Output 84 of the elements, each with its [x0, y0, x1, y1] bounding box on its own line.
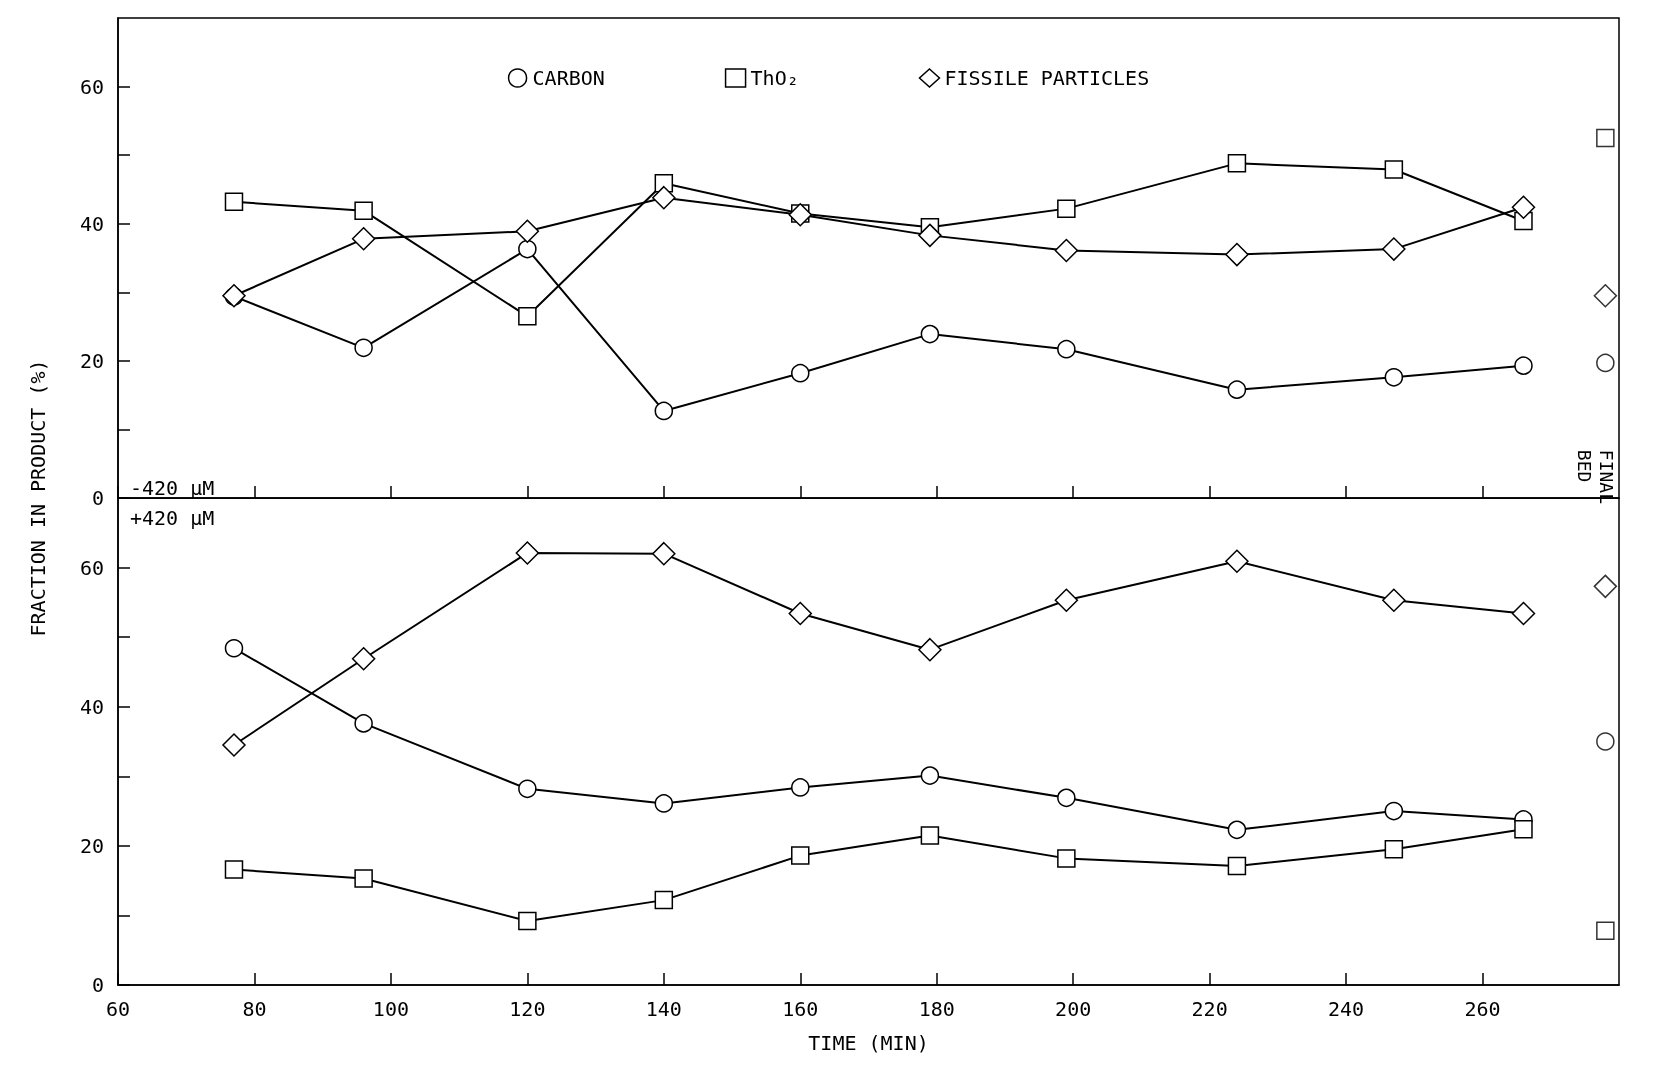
x-tick-label: 80 [242, 997, 267, 1021]
y-tick-label: 0 [91, 973, 104, 997]
point [1382, 237, 1406, 261]
point [1511, 601, 1536, 626]
point [1382, 588, 1406, 613]
point [351, 227, 376, 251]
x-tick-label: 220 [1191, 997, 1228, 1021]
annotation: -420 μM [130, 476, 215, 500]
point [791, 846, 810, 865]
x-tick-label: 140 [645, 997, 682, 1021]
point [920, 324, 940, 344]
point [1057, 199, 1076, 218]
point [654, 890, 674, 910]
point [1054, 238, 1079, 263]
point [518, 307, 537, 326]
x-axis-title: TIME (MIN) [808, 1031, 929, 1055]
point [222, 733, 246, 757]
y-tick-label: 60 [79, 74, 104, 99]
point [1384, 160, 1404, 179]
y-axis-title: FRACTION IN PRODUCT (%) [26, 359, 50, 637]
point [1054, 588, 1079, 613]
point [1057, 339, 1076, 359]
y-tick-label: 20 [79, 348, 104, 373]
point [918, 223, 942, 248]
point [518, 239, 537, 259]
point [1593, 574, 1618, 599]
point [1384, 840, 1404, 859]
x-tick-label: 100 [372, 997, 409, 1021]
point [224, 192, 244, 212]
point [1225, 242, 1249, 267]
point [920, 766, 940, 785]
x-tick-label: 240 [1328, 997, 1365, 1021]
point [1384, 368, 1404, 387]
point [654, 401, 674, 421]
point [1384, 801, 1404, 821]
point [1511, 195, 1536, 220]
y-tick-label: 40 [79, 694, 104, 719]
point [1227, 380, 1247, 399]
point [791, 363, 810, 383]
y-tick-label: 40 [79, 211, 104, 236]
point [224, 860, 244, 879]
point [515, 219, 540, 244]
point [652, 541, 676, 566]
point [222, 283, 246, 308]
x-tick-label: 260 [1464, 997, 1501, 1021]
point [1514, 356, 1533, 375]
point [652, 185, 676, 210]
x-tick-label: 200 [1055, 997, 1092, 1021]
point [1596, 921, 1615, 940]
point [1225, 549, 1249, 574]
point [354, 338, 373, 358]
y-tick-label: 60 [79, 555, 104, 580]
legend-label: FISSILE PARTICLES [944, 66, 1150, 90]
point [1227, 856, 1247, 876]
point [515, 541, 540, 565]
point [920, 826, 940, 845]
point [1596, 353, 1615, 373]
point [788, 601, 813, 626]
point [791, 778, 810, 797]
point [918, 637, 942, 662]
annotation: FINAL BED [1573, 449, 1617, 505]
point [354, 201, 373, 220]
point [354, 869, 373, 888]
point [224, 639, 244, 658]
y-tick-label: 0 [91, 486, 104, 510]
point [1057, 788, 1076, 808]
x-tick-label: 160 [782, 997, 819, 1021]
point [1227, 820, 1247, 840]
point [1596, 128, 1615, 148]
legend-label: ThO₂ [750, 66, 799, 90]
point [518, 911, 537, 931]
point [1057, 849, 1076, 868]
point [1593, 283, 1618, 308]
point [351, 646, 376, 671]
point [654, 794, 674, 813]
x-tick-label: 180 [918, 997, 955, 1021]
y-tick-label: 20 [79, 833, 104, 858]
point [1514, 819, 1533, 839]
x-tick-label: 120 [509, 997, 546, 1021]
point [1227, 154, 1247, 173]
point [354, 714, 373, 733]
annotation: +420 μM [130, 506, 215, 530]
legend-label: CARBON [532, 66, 605, 90]
point [518, 779, 537, 799]
